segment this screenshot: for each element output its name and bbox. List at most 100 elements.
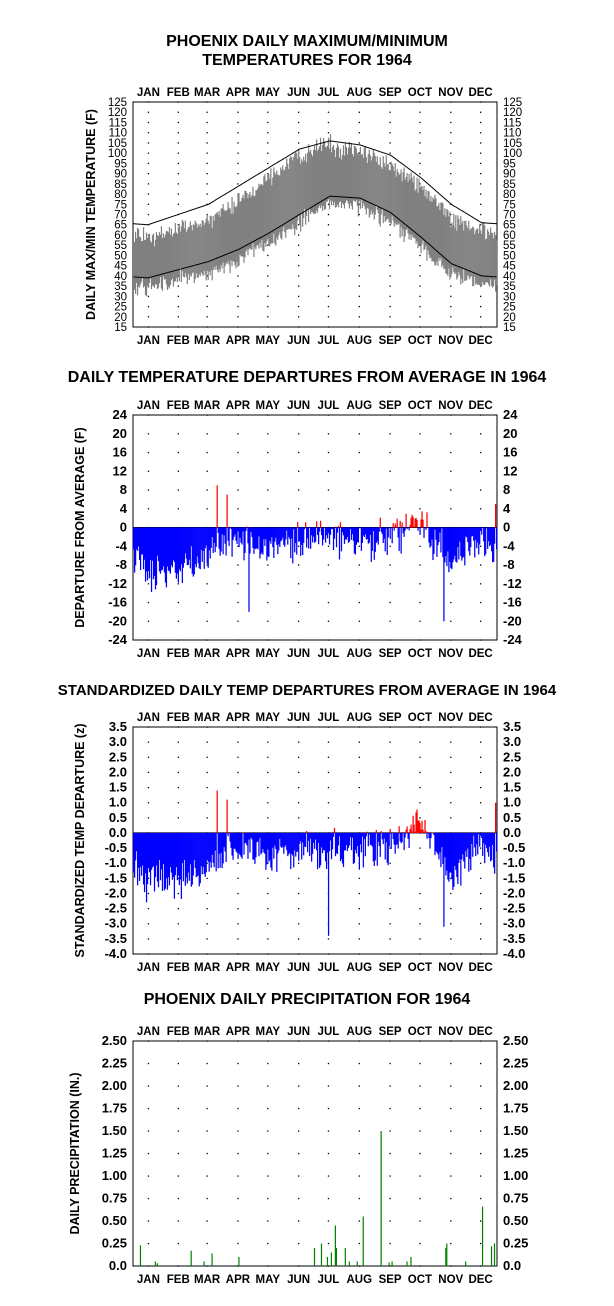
temperature-range-bar <box>436 206 438 262</box>
standardized-departure-bar <box>205 832 207 873</box>
precipitation-bar <box>203 1261 205 1266</box>
temperature-range-bar <box>386 164 388 219</box>
standardized-departure-chart-month-bottom: MAY <box>256 962 281 974</box>
standardized-departure-bar <box>454 832 456 866</box>
standardized-departure-bar <box>242 832 244 833</box>
departure-bar <box>183 527 185 563</box>
standardized-departure-bar <box>330 832 333 860</box>
temperature-chart-plot-frame <box>132 101 498 328</box>
standardized-departure-bar <box>240 832 242 857</box>
departure-bar <box>399 520 401 528</box>
temperature-chart-ytick-right: 80 <box>503 189 516 201</box>
temperature-range-bar <box>234 206 236 266</box>
temperature-range-bar <box>409 179 411 235</box>
standardized-departure-bar <box>473 832 475 836</box>
departure-bar <box>254 527 256 549</box>
temperature-range-bar <box>457 215 459 278</box>
temperature-range-bar <box>402 172 404 230</box>
temperature-range-bar <box>292 160 294 225</box>
departure-bar <box>281 527 283 541</box>
standardized-departure-bar <box>314 832 316 849</box>
standardized-departure-bar <box>194 832 196 869</box>
standardized-departure-bar <box>397 832 399 849</box>
departure-bars <box>133 485 498 622</box>
temperature-chart-ytick-left: 125 <box>108 97 127 109</box>
standardized-departure-bar <box>462 832 464 855</box>
departure-chart-month-top: FEB <box>167 400 190 412</box>
temperature-range-bar <box>483 222 485 285</box>
standardized-departure-chart-ytick-left: 0.0 <box>109 825 127 840</box>
temperature-range-bar <box>170 228 172 281</box>
departure-bar <box>432 527 434 561</box>
departure-bar <box>255 527 257 550</box>
temperature-range-bar <box>137 229 140 287</box>
precipitation-chart-month-top: AUG <box>346 1026 372 1038</box>
temperature-range-bar <box>369 155 371 215</box>
standardized-departure-bar <box>210 832 212 868</box>
departure-bar <box>459 527 461 542</box>
standardized-departure-bar <box>200 832 202 867</box>
standardized-departure-bar <box>379 832 381 857</box>
temperature-range-bar <box>401 181 403 237</box>
departure-bar <box>465 527 467 537</box>
temperature-range-bar <box>470 228 472 277</box>
temperature-range-bar <box>160 226 163 289</box>
temperature-range-bar <box>179 231 181 269</box>
temperature-range-bar <box>286 158 288 230</box>
standardized-departure-chart-ytick-right: 1.0 <box>503 795 521 810</box>
departure-bar <box>288 527 290 538</box>
temperature-range-bar <box>177 226 179 276</box>
departure-bar <box>251 527 253 537</box>
departure-bar <box>451 527 453 570</box>
standardized-departure-bar <box>218 832 220 854</box>
temperature-range-bar <box>166 231 169 290</box>
departure-bar <box>284 527 286 547</box>
standardized-departure-chart-ytick-left: 3.5 <box>109 719 127 734</box>
departure-bar <box>335 527 338 548</box>
standardized-departure-bar <box>216 790 218 833</box>
standardized-departure-bar <box>359 832 361 845</box>
departure-bar <box>309 527 311 528</box>
standardized-departure-bar <box>263 832 265 853</box>
departure-chart-ytick-right: -4 <box>503 538 515 553</box>
standardized-departure-bar <box>213 832 215 868</box>
precipitation-chart-month-bottom: OCT <box>408 1274 432 1286</box>
departure-bar <box>387 527 389 538</box>
temperature-range-bar <box>270 168 272 244</box>
temperature-range-bar <box>467 228 469 276</box>
temperature-range-bar <box>492 232 494 288</box>
departure-bar <box>235 527 237 541</box>
temperature-range-bar <box>384 166 386 222</box>
temperature-range-bar <box>364 147 366 210</box>
temperature-chart-ytick-right: 85 <box>503 179 516 191</box>
temperature-range-bar <box>151 235 154 286</box>
temperature-range-bar <box>157 235 160 288</box>
departure-bar <box>369 527 371 535</box>
temperature-chart-ytick-right: 40 <box>503 271 516 283</box>
departure-bar <box>471 527 473 537</box>
departure-bar <box>270 527 272 544</box>
temperature-chart-ytick-left: 50 <box>114 250 127 262</box>
departure-bar <box>393 527 395 531</box>
precipitation-chart-ytick-left: 1.00 <box>102 1168 127 1183</box>
temperature-range-bar <box>182 221 184 277</box>
standardized-departure-chart-month-bottom: MAR <box>194 962 221 974</box>
departure-bar <box>408 527 410 531</box>
temperature-range-bar <box>371 156 373 215</box>
departure-bar <box>137 527 140 547</box>
standardized-departure-bar <box>367 832 369 847</box>
temperature-range-bar <box>388 170 390 223</box>
standardized-departure-bar <box>433 832 435 836</box>
departure-bar <box>171 527 174 568</box>
standardized-departure-chart-month-top: NOV <box>438 712 463 724</box>
departure-bar <box>476 527 478 549</box>
departure-chart-month-top: JUL <box>318 400 340 412</box>
departure-chart-ytick-right: 4 <box>503 501 511 516</box>
departure-bar <box>274 527 276 542</box>
precipitation-chart-month-bottom: NOV <box>438 1274 463 1286</box>
standardized-departure-bar <box>312 832 314 854</box>
temperature-range-bar <box>405 177 407 231</box>
precipitation-chart-ytick-left: 2.50 <box>102 1033 127 1048</box>
departure-bar <box>205 527 207 546</box>
departure-chart-ytick-right: 12 <box>503 463 517 478</box>
